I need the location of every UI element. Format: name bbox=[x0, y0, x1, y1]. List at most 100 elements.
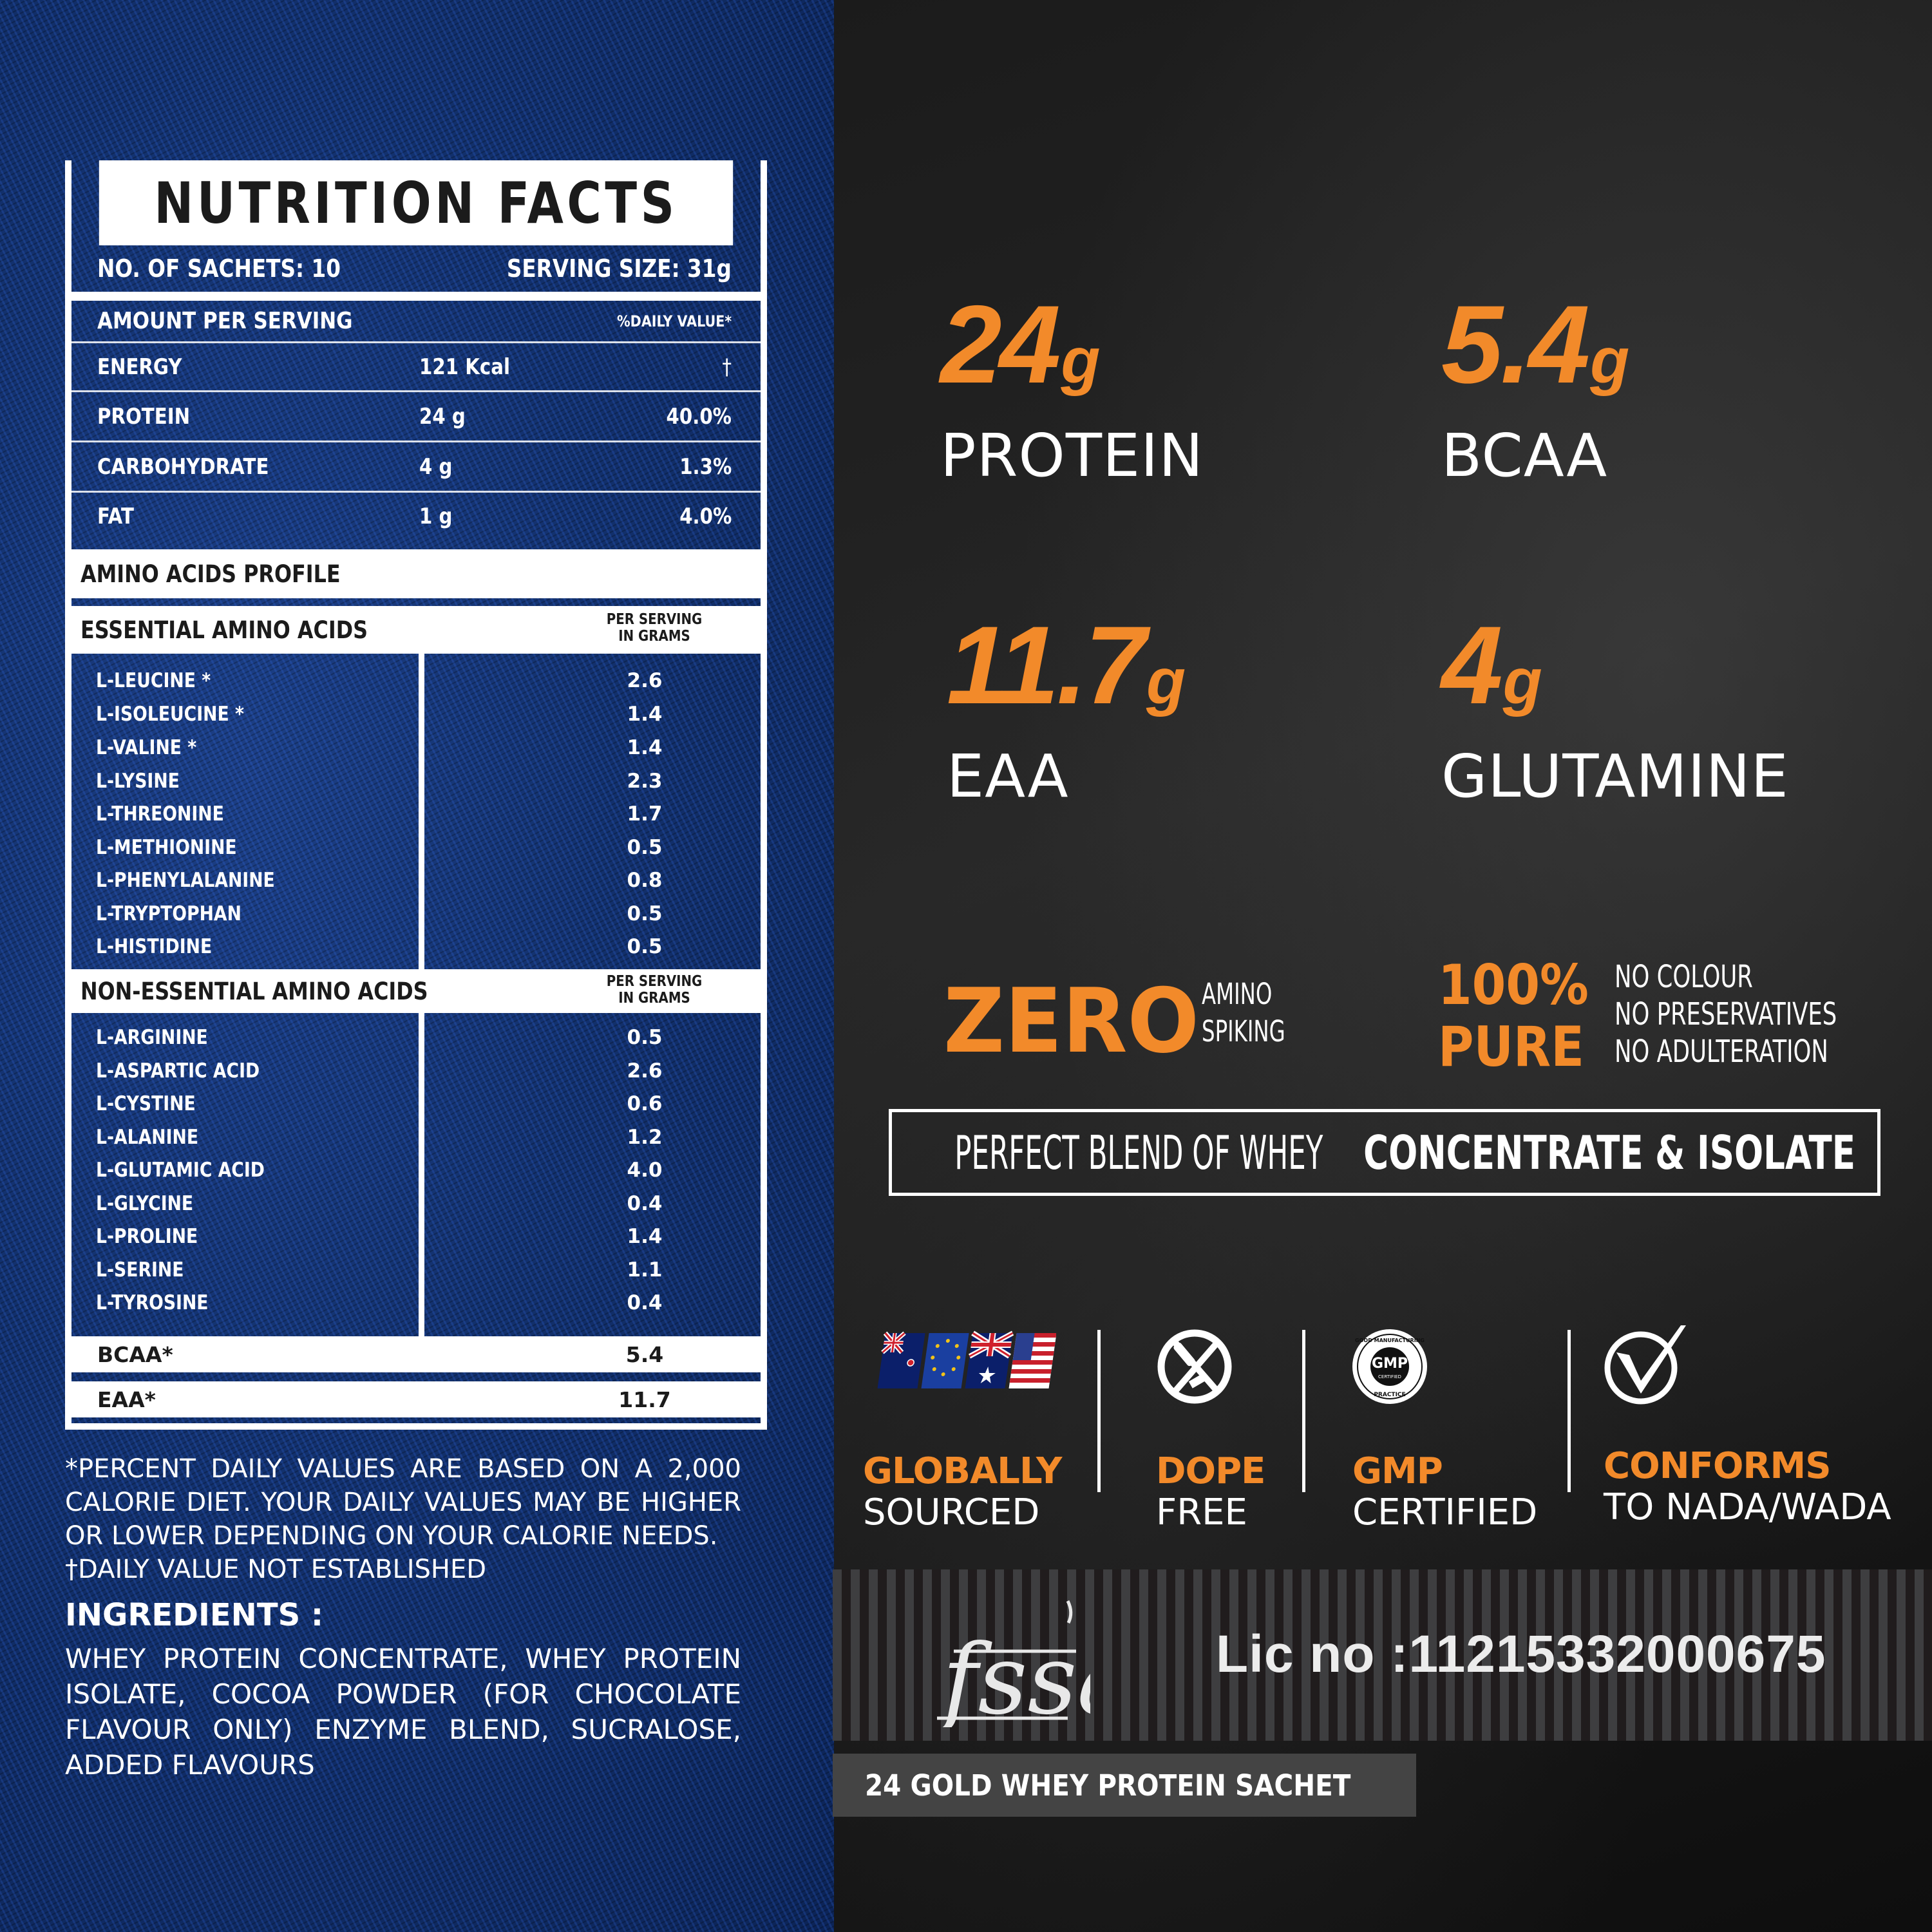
amino-value: 0.4 bbox=[627, 1192, 663, 1215]
essential-title: ESSENTIAL AMINO ACIDS bbox=[80, 616, 368, 644]
badge-subtitle: SOURCED bbox=[863, 1492, 1040, 1533]
amino-name: L-GLUTAMIC ACID bbox=[96, 1159, 265, 1182]
dagger-text: DAILY VALUE NOT ESTABLISHED bbox=[78, 1555, 487, 1584]
highlight-unit: g bbox=[1590, 325, 1630, 397]
badge-title: GMP bbox=[1352, 1450, 1443, 1492]
total-name: BCAA* bbox=[97, 1341, 173, 1367]
highlight-unit: g bbox=[1146, 645, 1186, 717]
svg-text:fssai: fssai bbox=[936, 1624, 1090, 1727]
per-serving-label: PER SERVING IN GRAMS bbox=[606, 611, 703, 645]
total-value: 11.7 bbox=[618, 1387, 671, 1412]
daily-value-footnote: *PERCENT DAILY VALUES ARE BASED ON A 2,0… bbox=[65, 1452, 741, 1586]
footnote-dagger-line: †DAILY VALUE NOT ESTABLISHED bbox=[65, 1553, 741, 1586]
amino-value: 1.4 bbox=[627, 1225, 663, 1248]
highlight-eaa: 11.7g EAA bbox=[947, 610, 1186, 811]
checkmark-circle-icon bbox=[1604, 1321, 1891, 1418]
highlight-label: BCAA bbox=[1441, 421, 1608, 490]
amino-name: L-CYSTINE bbox=[96, 1092, 196, 1115]
per-serving-label: PER SERVING IN GRAMS bbox=[606, 973, 703, 1007]
dagger-symbol: † bbox=[65, 1555, 78, 1584]
no-syringe-icon bbox=[1156, 1327, 1265, 1423]
amino-profile-header: AMINO ACIDS PROFILE bbox=[71, 549, 761, 598]
purity-item: NO COLOUR bbox=[1615, 959, 1753, 995]
pure-word: PURE bbox=[1438, 1015, 1584, 1079]
nutrient-amount: 4 g bbox=[419, 453, 453, 480]
amino-value: 1.1 bbox=[627, 1258, 663, 1282]
essential-amino-list: L-LEUCINE * 2.6 L-ISOLEUCINE * 1.4 L-VAL… bbox=[71, 654, 761, 969]
daily-value-label: %DAILY VALUE* bbox=[616, 312, 732, 330]
amino-name: L-SERINE bbox=[96, 1258, 184, 1282]
nutrient-daily-value: 40.0% bbox=[666, 403, 732, 430]
nutrient-daily-value: † bbox=[722, 354, 732, 380]
nutrient-amount: 1 g bbox=[419, 504, 453, 529]
amino-value: 0.8 bbox=[627, 869, 663, 892]
amino-value: 0.6 bbox=[627, 1092, 663, 1115]
nutrient-row-protein: PROTEIN 24 g 40.0% bbox=[71, 392, 761, 442]
svg-text:GOOD MANUFACTURING: GOOD MANUFACTURING bbox=[1355, 1338, 1425, 1343]
amino-name: L-HISTIDINE bbox=[96, 935, 213, 958]
nutrient-amount: 121 Kcal bbox=[419, 354, 510, 380]
highlight-label: GLUTAMINE bbox=[1441, 742, 1789, 811]
amino-value: 2.3 bbox=[627, 770, 663, 793]
badge-divider bbox=[1302, 1330, 1305, 1492]
blend-normal: PERFECT BLEND OF WHEY bbox=[954, 1125, 1323, 1180]
amino-value: 4.0 bbox=[627, 1159, 663, 1182]
amino-name: L-VALINE * bbox=[96, 736, 197, 759]
amino-value: 0.4 bbox=[627, 1291, 663, 1314]
badge-subtitle: TO NADA/WADA bbox=[1604, 1486, 1891, 1528]
nutrient-name: CARBOHYDRATE bbox=[97, 453, 269, 480]
amino-value: 2.6 bbox=[627, 1059, 663, 1083]
badge-title: DOPE bbox=[1156, 1450, 1265, 1492]
highlight-label: EAA bbox=[947, 742, 1069, 811]
amino-value: 0.5 bbox=[627, 935, 663, 958]
zero-sub-line: SPIKING bbox=[1202, 1014, 1285, 1048]
badge-dope-free: DOPE FREE bbox=[1156, 1327, 1265, 1534]
highlight-value: 11.7 bbox=[947, 603, 1146, 727]
blend-banner: PERFECT BLEND OF WHEY CONCENTRATE & ISOL… bbox=[889, 1109, 1880, 1196]
footnote-text: *PERCENT DAILY VALUES ARE BASED ON A 2,0… bbox=[65, 1454, 741, 1551]
amino-profile-title: AMINO ACIDS PROFILE bbox=[80, 560, 341, 588]
eaa-total-row: EAA* 11.7 bbox=[71, 1381, 761, 1417]
amino-name: L-PROLINE bbox=[96, 1225, 198, 1248]
highlight-unit: g bbox=[1502, 645, 1542, 717]
sachets-count: NO. OF SACHETS: 10 bbox=[97, 254, 341, 283]
total-value: 5.4 bbox=[625, 1341, 664, 1367]
amino-name: L-LEUCINE * bbox=[96, 669, 211, 692]
amino-name: L-PHENYLALANINE bbox=[96, 869, 275, 892]
highlight-value: 24 bbox=[940, 283, 1061, 406]
purity-item: NO PRESERVATIVES bbox=[1615, 996, 1837, 1032]
amino-value: 0.5 bbox=[627, 1026, 663, 1049]
ingredients-text: WHEY PROTEIN CONCENTRATE, WHEY PROTEIN I… bbox=[65, 1643, 741, 1781]
nutrient-name: PROTEIN bbox=[97, 403, 191, 430]
non-essential-amino-list: L-ARGININE 0.5 L-ASPARTIC ACID 2.6 L-CYS… bbox=[71, 1013, 761, 1336]
nutrient-row-carbohydrate: CARBOHYDRATE 4 g 1.3% bbox=[71, 442, 761, 493]
amino-value: 0.5 bbox=[627, 836, 663, 859]
nutrient-amount: 24 g bbox=[419, 403, 466, 430]
zero-sub-line: AMINO bbox=[1202, 977, 1273, 1011]
gmp-seal-icon: GMP CERTIFIED GOOD MANUFACTURING PRACTIC… bbox=[1352, 1327, 1537, 1423]
serving-size: SERVING SIZE: 31g bbox=[506, 254, 732, 283]
amino-name: L-METHIONINE bbox=[96, 836, 237, 859]
purity-list: NO COLOUR NO PRESERVATIVES NO ADULTERATI… bbox=[1615, 958, 1837, 1070]
amount-per-serving-label: AMOUNT PER SERVING bbox=[97, 308, 353, 334]
amino-value: 1.4 bbox=[627, 736, 663, 759]
highlight-label: PROTEIN bbox=[940, 421, 1204, 490]
amino-value: 1.4 bbox=[627, 703, 663, 726]
bcaa-total-row: BCAA* 5.4 bbox=[71, 1336, 761, 1372]
amino-name: L-GLYCINE bbox=[96, 1192, 194, 1215]
highlight-value: 5.4 bbox=[1441, 283, 1590, 406]
nutrition-facts-table: NUTRITION FACTS NO. OF SACHETS: 10 SERVI… bbox=[65, 160, 767, 1430]
highlight-value: 4 bbox=[1441, 603, 1503, 727]
divider bbox=[71, 292, 761, 301]
purity-item: NO ADULTERATION bbox=[1615, 1034, 1828, 1070]
badge-divider bbox=[1567, 1330, 1571, 1492]
fssai-logo: fssai bbox=[936, 1592, 1166, 1736]
column-divider bbox=[419, 1013, 424, 1336]
pure-percent: 100% bbox=[1438, 953, 1589, 1018]
amino-name: L-TYROSINE bbox=[96, 1291, 209, 1314]
denim-panel: NUTRITION FACTS NO. OF SACHETS: 10 SERVI… bbox=[0, 0, 834, 1932]
flags-icon bbox=[863, 1327, 1061, 1423]
highlight-bcaa: 5.4g BCAA bbox=[1441, 289, 1630, 490]
zero-claim: ZERO bbox=[943, 969, 1200, 1073]
nutrient-name: FAT bbox=[97, 504, 134, 529]
